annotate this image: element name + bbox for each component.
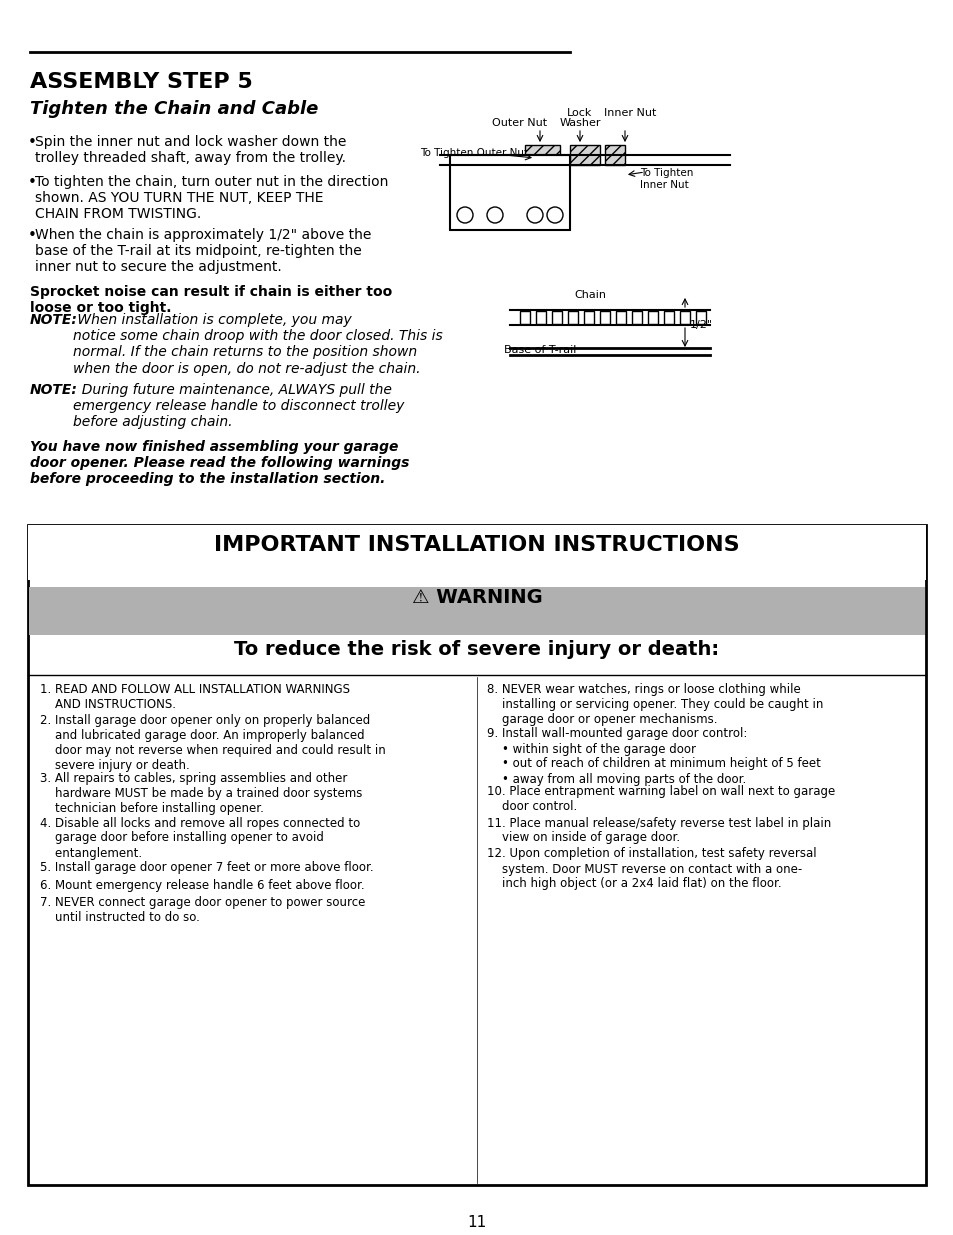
Text: Tighten the Chain and Cable: Tighten the Chain and Cable [30, 100, 318, 119]
Text: When installation is complete, you may
notice some chain droop with the door clo: When installation is complete, you may n… [73, 312, 442, 375]
Bar [28, 525, 925, 1186]
Text: Washer: Washer [558, 119, 600, 128]
Text: 7. NEVER connect garage door opener to power source
    until instructed to do s: 7. NEVER connect garage door opener to p… [40, 897, 365, 924]
Text: You have now finished assembling your garage
door opener. Please read the follow: You have now finished assembling your ga… [30, 440, 409, 487]
Text: 8. NEVER wear watches, rings or loose clothing while
    installing or servicing: 8. NEVER wear watches, rings or loose cl… [486, 683, 822, 726]
Bar [450, 156, 569, 230]
Text: To reduce the risk of severe injury or death:: To reduce the risk of severe injury or d… [234, 640, 719, 659]
Text: 2. Install garage door opener only on properly balanced
    and lubricated garag: 2. Install garage door opener only on pr… [40, 714, 385, 772]
Text: To Tighten Outer Nut: To Tighten Outer Nut [419, 148, 528, 158]
Bar [679, 311, 689, 324]
Bar [616, 311, 625, 324]
Bar [519, 311, 530, 324]
Text: During future maintenance, ALWAYS pull the
emergency release handle to disconnec: During future maintenance, ALWAYS pull t… [73, 383, 404, 430]
Bar [599, 311, 609, 324]
Bar [663, 311, 673, 324]
Text: •: • [28, 175, 37, 190]
Text: ⚠ WARNING: ⚠ WARNING [411, 588, 542, 606]
Bar [28, 525, 925, 580]
Text: Sprocket noise can result if chain is either too
loose or too tight.: Sprocket noise can result if chain is ei… [30, 285, 392, 315]
Bar [567, 311, 578, 324]
Circle shape [546, 207, 562, 224]
Text: 1/2": 1/2" [689, 320, 713, 330]
Bar [569, 144, 599, 165]
Bar [536, 311, 545, 324]
Text: Base of T-rail: Base of T-rail [503, 345, 576, 354]
Text: 10. Place entrapment warning label on wall next to garage
    door control.: 10. Place entrapment warning label on wa… [486, 785, 835, 814]
Text: 1. READ AND FOLLOW ALL INSTALLATION WARNINGS
    AND INSTRUCTIONS.: 1. READ AND FOLLOW ALL INSTALLATION WARN… [40, 683, 350, 711]
Text: •: • [28, 135, 37, 149]
Text: NOTE:: NOTE: [30, 383, 78, 396]
Text: 4. Disable all locks and remove all ropes connected to
    garage door before in: 4. Disable all locks and remove all rope… [40, 816, 360, 860]
Circle shape [486, 207, 502, 224]
Text: Lock: Lock [567, 107, 592, 119]
Text: Outer Nut: Outer Nut [492, 119, 547, 128]
Text: •: • [28, 228, 37, 243]
Text: NOTE:: NOTE: [30, 312, 78, 327]
Bar [524, 144, 559, 165]
Text: To Tighten
Inner Nut: To Tighten Inner Nut [639, 168, 693, 190]
Text: Spin the inner nut and lock washer down the
trolley threaded shaft, away from th: Spin the inner nut and lock washer down … [35, 135, 346, 165]
Text: 6. Mount emergency release handle 6 feet above floor.: 6. Mount emergency release handle 6 feet… [40, 878, 364, 892]
Text: 11. Place manual release/safety reverse test label in plain
    view on inside o: 11. Place manual release/safety reverse … [486, 816, 830, 845]
Bar [604, 144, 624, 165]
Text: ASSEMBLY STEP 5: ASSEMBLY STEP 5 [30, 72, 253, 91]
Bar [583, 311, 594, 324]
Text: IMPORTANT INSTALLATION INSTRUCTIONS: IMPORTANT INSTALLATION INSTRUCTIONS [214, 535, 739, 555]
Bar [647, 311, 658, 324]
Bar [29, 587, 924, 635]
Text: 9. Install wall-mounted garage door control:
    • within sight of the garage do: 9. Install wall-mounted garage door cont… [486, 727, 820, 785]
Text: Inner Nut: Inner Nut [603, 107, 656, 119]
Circle shape [456, 207, 473, 224]
Text: 5. Install garage door opener 7 feet or more above floor.: 5. Install garage door opener 7 feet or … [40, 861, 374, 874]
Text: When the chain is approximately 1/2" above the
base of the T-rail at its midpoin: When the chain is approximately 1/2" abo… [35, 228, 371, 274]
Text: Chain: Chain [574, 290, 605, 300]
Bar [696, 311, 705, 324]
Bar [631, 311, 641, 324]
Circle shape [526, 207, 542, 224]
Text: 12. Upon completion of installation, test safety reversal
    system. Door MUST : 12. Upon completion of installation, tes… [486, 847, 816, 890]
Text: 3. All repairs to cables, spring assemblies and other
    hardware MUST be made : 3. All repairs to cables, spring assembl… [40, 772, 362, 815]
Text: To tighten the chain, turn outer nut in the direction
shown. AS YOU TURN THE NUT: To tighten the chain, turn outer nut in … [35, 175, 388, 221]
Bar [552, 311, 561, 324]
Text: 11: 11 [467, 1215, 486, 1230]
